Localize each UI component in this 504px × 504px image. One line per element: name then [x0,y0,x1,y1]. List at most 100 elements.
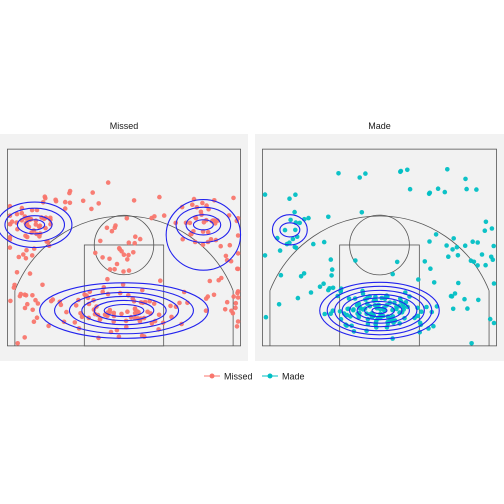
point [100,255,105,260]
point [390,271,396,277]
legend-item-made: Made [262,372,305,382]
point [137,236,143,242]
point [227,242,233,248]
point [80,198,86,204]
point [200,229,206,234]
point [450,247,455,252]
point [42,194,48,199]
point [34,315,40,321]
three-point-arc [14,215,234,291]
density-contour [185,214,222,236]
contours-missed [0,199,242,339]
point [107,307,113,313]
point [474,187,479,192]
point [22,335,28,340]
point [235,289,241,294]
point [321,281,326,287]
point [224,299,230,305]
point [223,253,229,259]
point [53,198,59,204]
point [151,301,157,306]
point [161,213,167,218]
point [419,309,424,315]
point [356,314,362,320]
point [193,215,199,221]
point [218,243,223,249]
legend-key-dot-missed [209,373,215,379]
point [330,308,336,314]
point [469,341,474,346]
point [79,314,85,320]
point [301,271,307,276]
point [431,280,437,285]
point [288,217,293,223]
point [448,293,454,299]
point [328,257,334,262]
density-contour [279,222,301,238]
point [25,301,30,307]
point [351,307,356,312]
density-contour [334,289,425,332]
point [290,236,296,242]
point [235,295,241,300]
point [416,277,421,282]
point [297,220,303,226]
point [117,290,123,296]
point [104,225,110,231]
contours-made [271,214,440,340]
point [263,314,269,320]
point [211,292,217,298]
point [116,245,122,251]
point [462,243,468,248]
point [336,171,341,176]
points-missed [7,180,241,346]
point [177,300,182,306]
point [219,275,224,281]
point [27,271,33,276]
point [19,210,25,216]
point [105,180,111,185]
legend: Missed Made [204,372,305,382]
point [442,189,448,195]
point [326,287,331,293]
point [35,301,41,306]
point [353,258,358,263]
point [203,308,209,314]
density-contour [341,293,418,328]
point [205,229,211,235]
point [140,287,145,293]
density-contour [54,286,194,335]
point [23,255,29,261]
point [235,266,241,272]
point [149,321,155,326]
point [30,293,35,298]
point [22,292,28,298]
facet-strip-made [255,118,504,134]
point [121,252,127,257]
point [203,296,209,301]
point [475,263,480,268]
point [293,245,299,251]
density-contour [81,295,167,326]
point [21,252,26,257]
point [40,282,45,288]
point [405,167,410,173]
facet-label-missed: Missed [110,121,139,131]
point [112,267,117,272]
point [126,240,132,245]
density-contour [93,299,155,322]
density-contour [24,219,46,231]
point [125,257,130,262]
point [476,297,481,303]
point [180,236,185,242]
facet-label-made: Made [368,121,391,131]
density-contour [319,281,440,340]
point [456,280,461,286]
point [428,266,433,272]
point [156,312,162,318]
point [168,303,173,309]
density-contour [4,207,66,242]
point [73,303,79,308]
point [107,256,112,262]
